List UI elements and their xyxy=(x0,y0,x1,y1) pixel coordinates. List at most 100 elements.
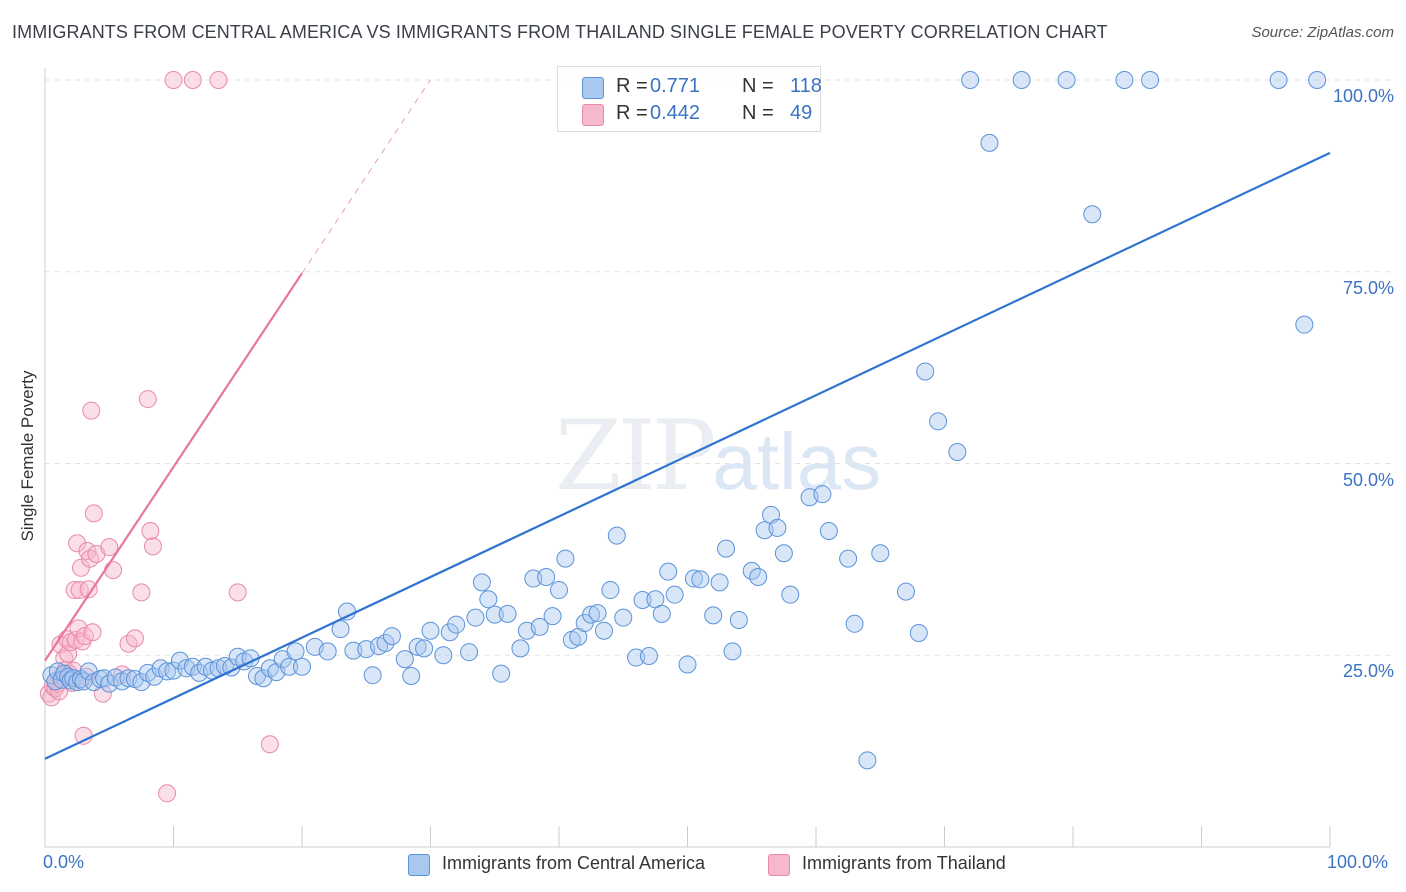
data-point-central-america xyxy=(678,655,697,674)
data-point-central-america xyxy=(408,637,427,656)
data-point-central-america xyxy=(498,604,517,623)
series-central-america-points xyxy=(42,71,1327,770)
data-point-central-america xyxy=(729,610,748,629)
y-tick-label-100: 100.0% xyxy=(1332,86,1394,106)
data-point-thailand xyxy=(100,538,119,557)
data-point-central-america xyxy=(633,591,652,610)
y-tick-label-25: 25.0% xyxy=(1342,661,1394,682)
data-point-thailand xyxy=(183,71,202,89)
data-point-thailand xyxy=(80,549,99,568)
trend-line-thailand-extension xyxy=(301,79,431,274)
data-point-central-america xyxy=(710,573,729,592)
data-point-central-america xyxy=(845,614,864,633)
data-point-central-america xyxy=(601,581,620,600)
data-point-central-america xyxy=(916,362,935,381)
data-point-central-america xyxy=(158,662,177,681)
data-point-thailand xyxy=(209,71,228,89)
axes xyxy=(44,68,1331,848)
legend-r-value: 0.442 xyxy=(650,102,701,124)
data-point-central-america xyxy=(717,539,736,558)
data-point-central-america xyxy=(530,617,549,636)
legend-swatch-blue xyxy=(582,77,604,99)
data-point-central-america xyxy=(1308,71,1327,89)
series-legend: Immigrants from Central America Immigran… xyxy=(0,852,1406,878)
legend-swatch-pink xyxy=(582,104,604,126)
data-point-central-america xyxy=(550,581,568,600)
legend-n-label: N = xyxy=(742,75,774,97)
data-point-central-america xyxy=(363,666,382,685)
data-point-central-america xyxy=(813,485,832,504)
data-point-thailand xyxy=(71,558,90,577)
data-point-thailand xyxy=(260,735,279,754)
legend-r-value: 0.771 xyxy=(650,75,701,97)
data-point-thailand xyxy=(50,682,69,701)
legend-n-value: 118 xyxy=(790,75,822,97)
data-point-central-america xyxy=(691,570,710,589)
data-point-central-america xyxy=(723,642,742,661)
data-point-central-america xyxy=(1295,315,1314,334)
x-tick-label-min: 0.0% xyxy=(43,852,85,872)
data-point-central-america xyxy=(749,568,768,587)
legend-n-label: N = xyxy=(742,102,774,124)
data-point-thailand xyxy=(125,629,144,648)
data-point-thailand xyxy=(79,580,98,599)
data-point-central-america xyxy=(511,639,530,658)
trend-line-thailand xyxy=(44,272,303,662)
y-axis-label: Single Female Poverty xyxy=(18,370,37,542)
data-point-central-america xyxy=(293,657,311,676)
data-point-thailand xyxy=(73,632,92,651)
data-point-central-america xyxy=(961,71,980,89)
data-point-central-america xyxy=(768,518,787,537)
legend-label-central-america: Immigrants from Central America xyxy=(442,853,706,873)
data-point-thailand xyxy=(158,784,177,803)
legend-r-label: R = xyxy=(616,75,648,97)
data-point-central-america xyxy=(929,412,948,431)
data-point-central-america xyxy=(871,544,890,563)
data-point-central-america xyxy=(607,526,626,545)
data-point-thailand xyxy=(164,71,183,89)
data-point-central-america xyxy=(286,642,305,661)
data-point-thailand xyxy=(59,644,78,663)
data-point-central-america xyxy=(447,615,466,634)
legend-swatch-blue xyxy=(408,854,430,876)
data-point-central-america xyxy=(331,620,350,639)
data-point-thailand xyxy=(65,581,84,600)
data-point-thailand xyxy=(138,390,157,409)
data-point-central-america xyxy=(318,642,337,661)
data-point-central-america xyxy=(434,646,453,665)
data-point-central-america xyxy=(896,582,915,601)
data-point-thailand xyxy=(132,583,151,602)
data-point-central-america xyxy=(479,590,498,609)
data-point-central-america xyxy=(421,621,440,640)
data-point-central-america xyxy=(909,624,928,643)
data-point-thailand xyxy=(104,561,123,580)
data-point-thailand xyxy=(68,534,87,553)
data-point-central-america xyxy=(639,647,658,666)
data-point-central-america xyxy=(1141,71,1160,89)
data-point-central-america xyxy=(839,549,858,568)
data-point-central-america xyxy=(344,641,363,660)
y-tick-label-75: 75.0% xyxy=(1342,277,1394,298)
data-point-thailand xyxy=(228,583,247,602)
legend-n-value: 49 xyxy=(790,102,813,124)
data-point-thailand xyxy=(66,630,85,649)
correlation-legend: R = 0.771 N = 118 R = 0.442 N = 49 xyxy=(557,66,822,132)
data-point-central-america xyxy=(1012,71,1031,89)
data-point-central-america xyxy=(543,607,562,626)
data-point-central-america xyxy=(556,549,575,568)
data-point-central-america xyxy=(582,605,601,624)
data-point-central-america xyxy=(537,568,556,587)
data-point-central-america xyxy=(376,633,395,652)
legend-swatch-pink xyxy=(768,854,790,876)
data-point-central-america xyxy=(858,751,877,770)
data-point-thailand xyxy=(83,623,102,642)
data-point-central-america xyxy=(980,133,999,152)
grid-lines xyxy=(45,79,1395,656)
data-point-thailand xyxy=(141,521,160,540)
data-point-central-america xyxy=(659,562,678,581)
data-point-central-america xyxy=(460,643,479,662)
trend-lines xyxy=(44,79,1331,760)
data-point-central-america xyxy=(472,573,491,592)
data-point-central-america xyxy=(588,604,607,623)
